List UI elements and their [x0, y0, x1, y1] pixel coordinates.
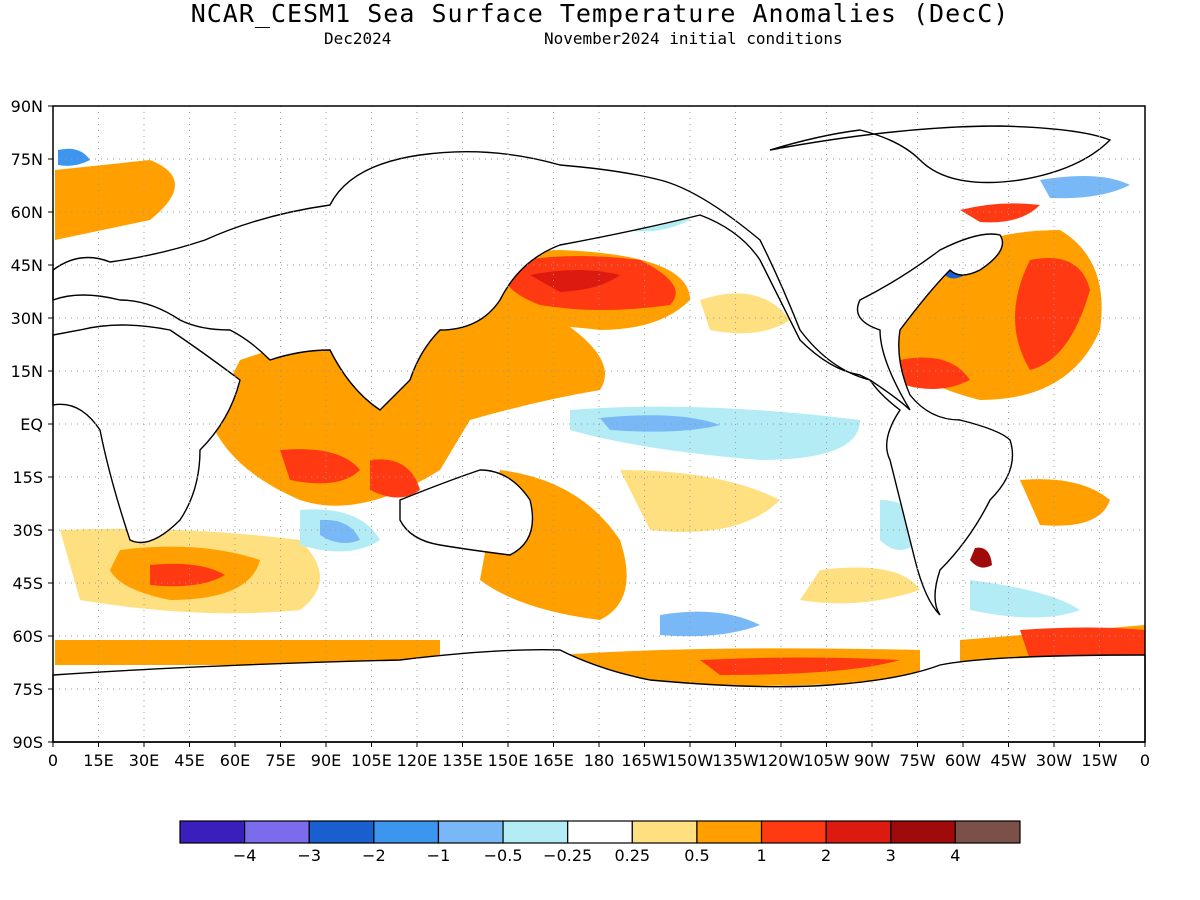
colorbar-label: 0.25 [614, 846, 650, 865]
lat-tick-label: 15S [12, 468, 43, 487]
lon-tick-label: 0 [1140, 751, 1150, 770]
colorbar-label: −4 [233, 846, 257, 865]
lon-tick-label: 90W [854, 751, 890, 770]
colorbar-swatch [890, 820, 956, 844]
lon-tick-label: 60E [220, 751, 250, 770]
lon-tick-label: 30E [129, 751, 159, 770]
lon-tick-label: 75E [265, 751, 295, 770]
lon-tick-label: 120W [758, 751, 805, 770]
lon-tick-label: 135W [712, 751, 759, 770]
colorbar-swatch [567, 820, 633, 844]
lon-tick-label: 180 [584, 751, 615, 770]
colorbar-swatch [437, 820, 504, 844]
colorbar-swatch [696, 820, 763, 844]
lat-tick-label: 90S [12, 733, 43, 752]
colorbar-label: 1 [756, 846, 766, 865]
colorbar-swatch [179, 820, 246, 844]
colorbar-label: 0.5 [684, 846, 709, 865]
lat-tick-label: 30N [11, 309, 43, 328]
colorbar-swatch [502, 820, 569, 844]
colorbar-swatch [954, 820, 1021, 844]
map-grid [53, 106, 1145, 742]
lon-tick-label: 105E [351, 751, 392, 770]
lat-tick-label: 75N [11, 150, 43, 169]
lat-tick-label: 60N [11, 203, 43, 222]
target-month-label: Dec2024 [324, 29, 392, 48]
lon-tick-label: 15E [83, 751, 113, 770]
map-title: NCAR_CESM1 Sea Surface Temperature Anoma… [190, 0, 1010, 28]
colorbar-label: −2 [362, 846, 386, 865]
lon-tick-label: 15W [1081, 751, 1117, 770]
lat-tick-label: 60S [12, 627, 43, 646]
colorbar: −4 −3 −2 −1 −0.5 −0.25 0.25 0.5 1 2 3 4 [179, 820, 1021, 865]
colorbar-swatch [244, 820, 310, 844]
lon-tick-label: 150E [488, 751, 529, 770]
lat-tick-label: 75S [12, 680, 43, 699]
lon-tick-label: 45W [990, 751, 1026, 770]
colorbar-label: −3 [297, 846, 321, 865]
longitude-axis: 0 15E 30E 45E 60E 75E 90E 105E 120E 135E 150E 165E 1… [48, 742, 1150, 770]
lon-tick-label: 30W [1036, 751, 1072, 770]
lon-tick-label: 120E [397, 751, 438, 770]
lat-tick-label: 30S [12, 521, 43, 540]
lat-tick-label: 45N [11, 256, 43, 275]
colorbar-label: −1 [427, 846, 451, 865]
colorbar-label: 2 [821, 846, 831, 865]
lon-tick-label: 0 [48, 751, 58, 770]
lat-tick-label: 90N [11, 97, 43, 116]
colorbar-swatch [308, 820, 375, 844]
lon-tick-label: 165E [533, 751, 574, 770]
lon-tick-label: 60W [945, 751, 981, 770]
lon-tick-label: 165W [621, 751, 668, 770]
lon-tick-label: 45E [174, 751, 204, 770]
colorbar-label: −0.25 [543, 846, 592, 865]
initial-conditions-label: November2024 initial conditions [544, 29, 843, 48]
lat-tick-label: EQ [20, 415, 43, 434]
colorbar-swatch [760, 820, 827, 844]
lon-tick-label: 90E [311, 751, 341, 770]
colorbar-label: 4 [950, 846, 960, 865]
colorbar-label: 3 [886, 846, 896, 865]
colorbar-swatch [631, 820, 698, 844]
lon-tick-label: 105W [803, 751, 850, 770]
lat-tick-label: 15N [11, 362, 43, 381]
colorbar-label: −0.5 [484, 846, 523, 865]
colorbar-swatch [373, 820, 440, 844]
lon-tick-label: 75W [899, 751, 935, 770]
lon-tick-label: 150W [667, 751, 714, 770]
colorbar-swatch [825, 820, 892, 844]
lon-tick-label: 135E [442, 751, 483, 770]
lat-tick-label: 45S [12, 574, 43, 593]
latitude-axis: 90N 75N 60N 45N 30N 15N EQ 15S 30S 45S 60S 75S 90S [11, 97, 53, 752]
